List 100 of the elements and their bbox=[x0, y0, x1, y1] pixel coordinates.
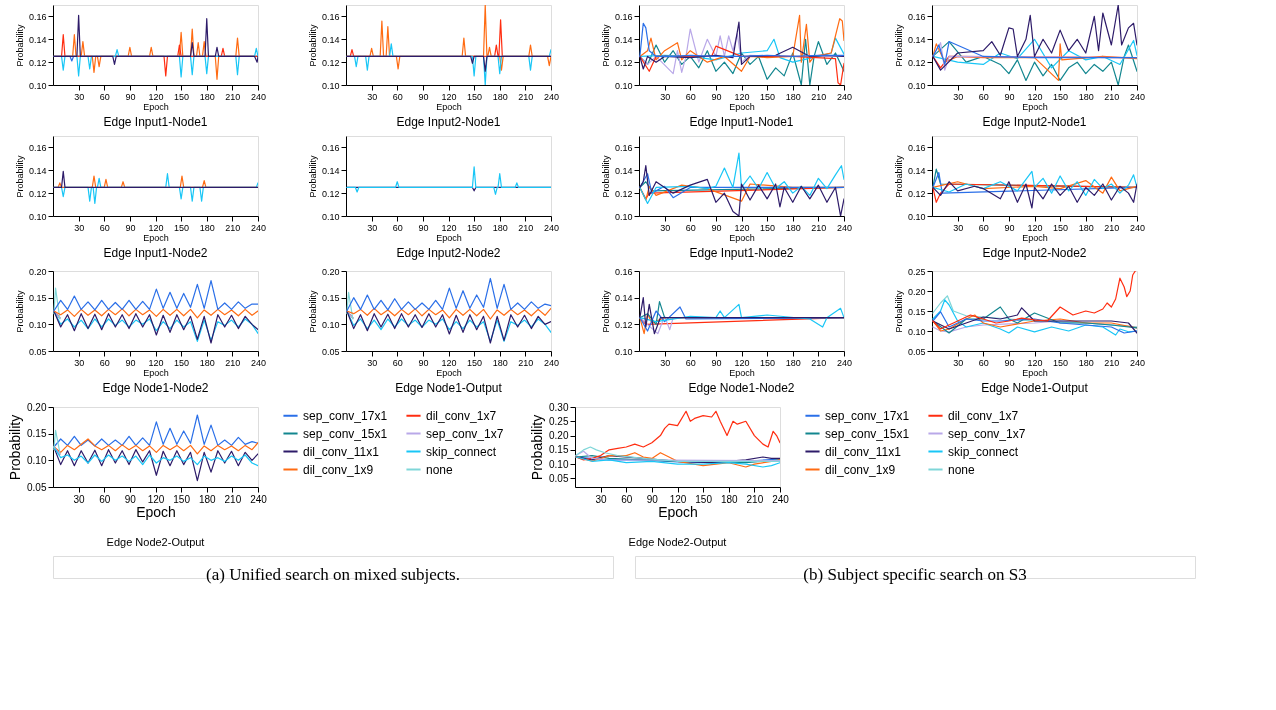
y-tick-label: 0.10 bbox=[614, 346, 633, 357]
y-tick-label: 0.10 bbox=[28, 211, 47, 222]
x-tick-label: 240 bbox=[543, 357, 560, 368]
y-tick-label: 0.14 bbox=[614, 34, 633, 45]
y-tick-label: 0.10 bbox=[549, 458, 569, 470]
y-tick-label: 0.05 bbox=[549, 472, 569, 484]
y-axis-title: Probability bbox=[600, 155, 611, 198]
x-tick-label: 30 bbox=[595, 493, 608, 505]
x-tick-label: 90 bbox=[1004, 357, 1015, 368]
text: Edge Input2-Node1 bbox=[982, 115, 1087, 129]
x-axis-title: Epoch bbox=[729, 101, 755, 112]
y-tick-label: 0.14 bbox=[321, 165, 340, 176]
x-tick-label: 90 bbox=[711, 222, 722, 233]
y-tick-label: 0.12 bbox=[614, 188, 633, 199]
x-tick-label: 60 bbox=[978, 222, 989, 233]
x-tick-label: 150 bbox=[695, 493, 713, 505]
y-tick-label: 0.16 bbox=[28, 142, 47, 153]
x-tick-label: 180 bbox=[785, 91, 801, 102]
x-tick-label: 90 bbox=[125, 222, 136, 233]
x-tick-label: 210 bbox=[811, 91, 827, 102]
y-tick-label: 0.05 bbox=[321, 346, 340, 357]
y-axis-title: Probability bbox=[893, 24, 904, 67]
x-tick-label: 210 bbox=[518, 222, 534, 233]
y-tick-label: 0.15 bbox=[549, 444, 569, 456]
x-tick-label: 180 bbox=[1078, 91, 1094, 102]
text: Edge Input1-Node2 bbox=[689, 246, 794, 260]
x-tick-label: 180 bbox=[199, 357, 215, 368]
x-tick-label: 60 bbox=[392, 222, 403, 233]
x-tick-label: 240 bbox=[836, 357, 853, 368]
y-tick-label: 0.10 bbox=[28, 80, 47, 91]
text: Edge Node2-Output bbox=[628, 536, 727, 548]
legend-label: dil_conv_11x1 bbox=[825, 444, 902, 459]
x-tick-label: 150 bbox=[173, 493, 191, 505]
y-tick-label: 0.10 bbox=[907, 80, 926, 91]
y-axis-title: Probability bbox=[14, 24, 25, 67]
y-tick-label: 0.20 bbox=[549, 430, 569, 442]
x-tick-label: 120 bbox=[1027, 357, 1043, 368]
x-tick-label: 120 bbox=[1027, 222, 1043, 233]
x-axis-title: Epoch bbox=[143, 101, 169, 112]
x-tick-label: 210 bbox=[1104, 91, 1120, 102]
x-tick-label: 60 bbox=[978, 91, 989, 102]
text: Edge Input2-Node1 bbox=[396, 115, 501, 129]
legend-label: dil_conv_11x1 bbox=[303, 444, 380, 459]
x-tick-label: 180 bbox=[785, 357, 801, 368]
x-tick-label: 90 bbox=[418, 357, 429, 368]
x-tick-label: 210 bbox=[1104, 357, 1120, 368]
x-tick-label: 60 bbox=[685, 222, 696, 233]
y-tick-label: 0.20 bbox=[907, 286, 926, 297]
x-tick-label: 150 bbox=[1053, 91, 1069, 102]
y-tick-label: 0.20 bbox=[28, 266, 47, 277]
x-tick-label: 60 bbox=[99, 91, 110, 102]
y-tick-label: 0.12 bbox=[614, 57, 633, 68]
x-tick-label: 180 bbox=[199, 222, 215, 233]
x-tick-label: 30 bbox=[74, 357, 85, 368]
y-tick-label: 0.12 bbox=[28, 57, 47, 68]
x-tick-label: 150 bbox=[467, 357, 483, 368]
y-tick-label: 0.16 bbox=[614, 11, 633, 22]
x-tick-label: 90 bbox=[711, 357, 722, 368]
x-tick-label: 120 bbox=[441, 357, 457, 368]
y-tick-label: 0.10 bbox=[321, 211, 340, 222]
y-tick-label: 0.10 bbox=[907, 211, 926, 222]
x-tick-label: 240 bbox=[1129, 357, 1146, 368]
text: Edge Input2-Node2 bbox=[982, 246, 1087, 260]
y-tick-label: 0.10 bbox=[614, 80, 633, 91]
text: Edge Node1-Output bbox=[395, 381, 503, 395]
y-tick-label: 0.25 bbox=[549, 415, 569, 427]
x-tick-label: 30 bbox=[953, 222, 964, 233]
y-tick-label: 0.16 bbox=[907, 11, 926, 22]
x-tick-label: 90 bbox=[418, 222, 429, 233]
text: Edge Node1-Output bbox=[981, 381, 1089, 395]
x-tick-label: 240 bbox=[543, 222, 560, 233]
x-tick-label: 90 bbox=[1004, 91, 1015, 102]
x-tick-label: 120 bbox=[147, 493, 165, 505]
x-tick-label: 60 bbox=[685, 357, 696, 368]
y-axis-title: Probability bbox=[14, 155, 25, 198]
y-axis-title: Probability bbox=[307, 155, 318, 198]
x-tick-label: 240 bbox=[1129, 91, 1146, 102]
x-tick-label: 30 bbox=[73, 493, 86, 505]
x-tick-label: 120 bbox=[148, 357, 164, 368]
x-tick-label: 150 bbox=[467, 91, 483, 102]
x-tick-label: 90 bbox=[125, 357, 136, 368]
y-axis-title: Probability bbox=[529, 414, 546, 481]
x-tick-label: 30 bbox=[367, 91, 378, 102]
x-tick-label: 150 bbox=[174, 357, 190, 368]
x-tick-label: 60 bbox=[621, 493, 633, 505]
y-axis-title: Probability bbox=[307, 290, 318, 333]
y-tick-label: 0.15 bbox=[28, 293, 47, 304]
x-tick-label: 150 bbox=[174, 91, 190, 102]
y-axis-title: Probability bbox=[600, 24, 611, 67]
x-axis-title: Epoch bbox=[1022, 232, 1048, 243]
y-tick-label: 0.05 bbox=[907, 346, 926, 357]
y-tick-label: 0.12 bbox=[907, 57, 926, 68]
x-tick-label: 120 bbox=[1027, 91, 1043, 102]
text: Edge Node1-Node2 bbox=[102, 381, 209, 395]
x-tick-label: 120 bbox=[441, 222, 457, 233]
legend-label: skip_connect bbox=[426, 444, 497, 459]
y-axis-title: Probability bbox=[7, 414, 24, 481]
x-tick-label: 90 bbox=[1004, 222, 1015, 233]
legend-label: sep_conv_17x1 bbox=[303, 408, 388, 423]
x-tick-label: 60 bbox=[99, 493, 111, 505]
